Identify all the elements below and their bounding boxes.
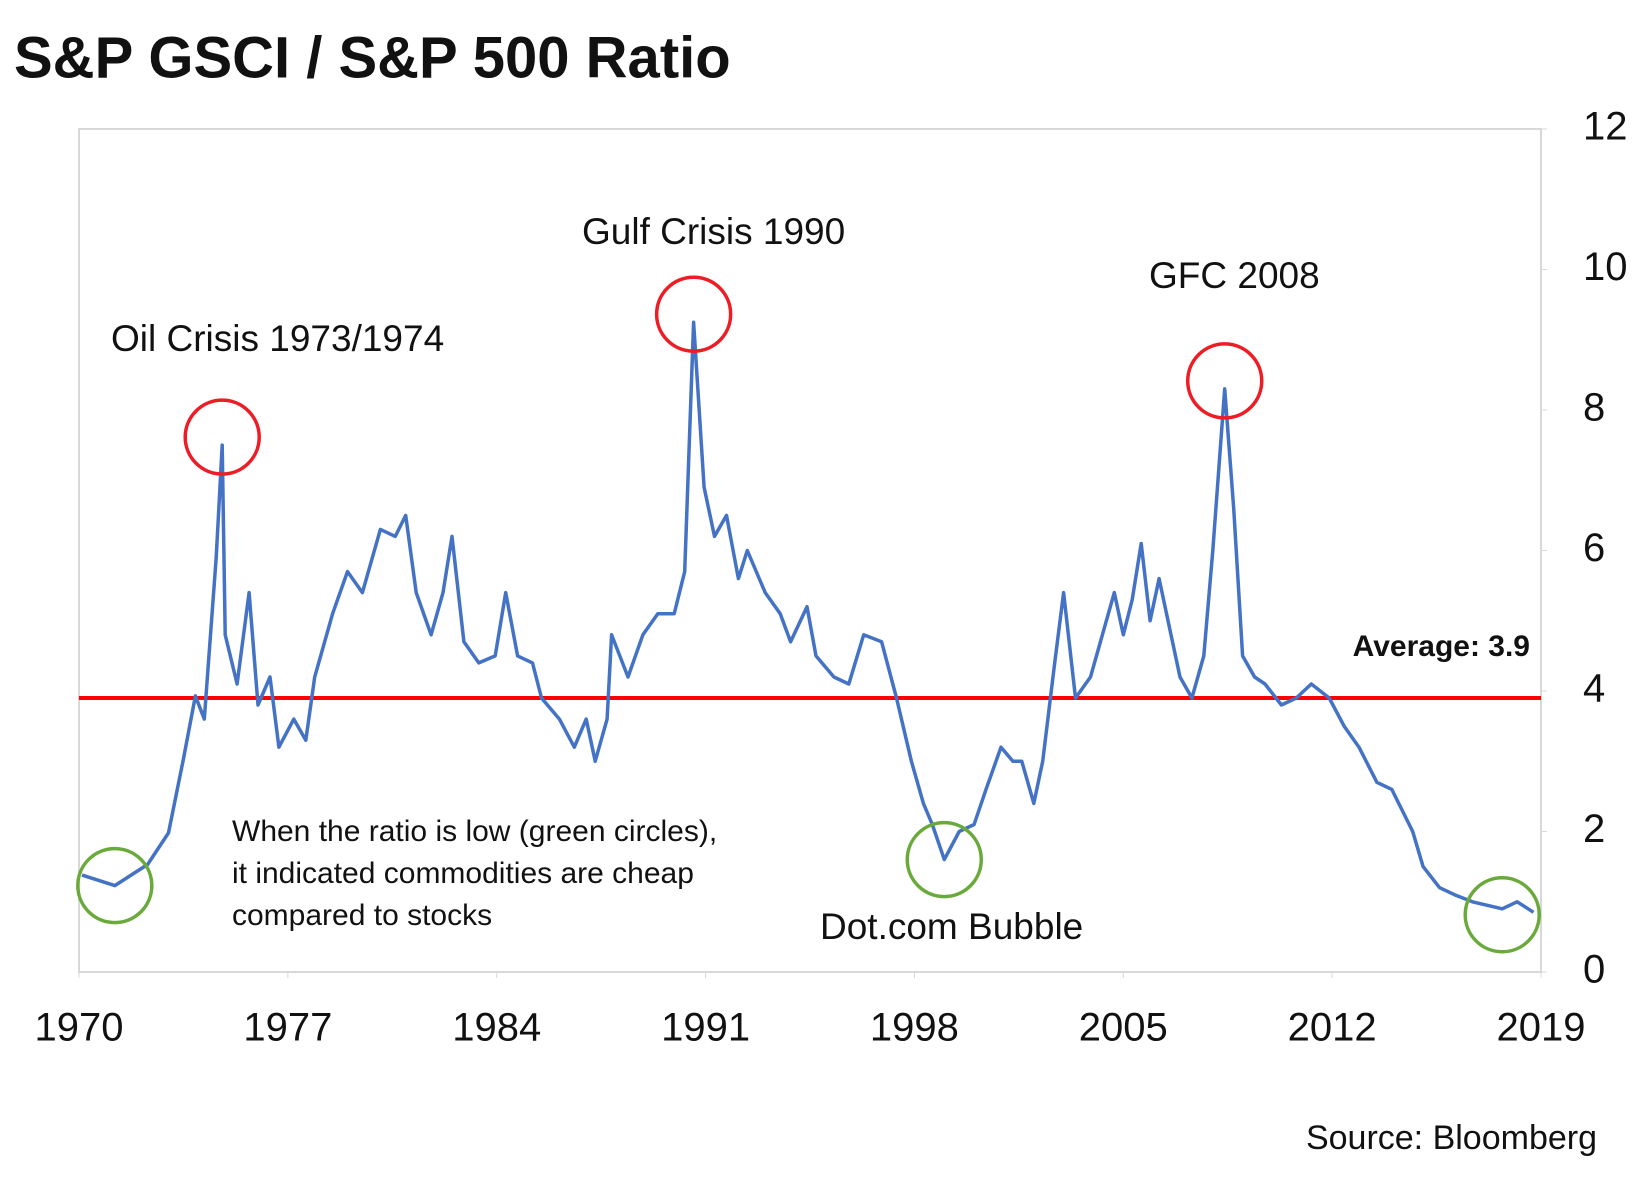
y-tick-label: 12 (1583, 105, 1628, 149)
y-tick-label: 0 (1583, 948, 1605, 992)
annotation: Oil Crisis 1973/1974 (111, 318, 444, 359)
note-line: it indicated commodities are cheap (232, 857, 694, 890)
x-tick-label: 1998 (870, 1006, 959, 1050)
y-tick-label: 2 (1583, 807, 1605, 851)
y-tick-label: 10 (1583, 245, 1628, 289)
x-tick-label: 1977 (243, 1006, 332, 1050)
y-tick-label: 6 (1583, 526, 1605, 570)
highlight-circle (905, 820, 984, 899)
annotation: GFC 2008 (1149, 255, 1320, 296)
x-tick-label: 1984 (452, 1006, 541, 1050)
highlight-circle (76, 846, 154, 925)
annotation: Gulf Crisis 1990 (582, 211, 845, 252)
source: Source: Bloomberg (1306, 1119, 1597, 1157)
data-line (81, 320, 1535, 914)
highlight-circle (1185, 342, 1264, 420)
y-tick-label: 4 (1583, 667, 1605, 711)
note-line: When the ratio is low (green circles), (232, 815, 717, 848)
x-tick-label: 1970 (35, 1006, 124, 1050)
x-tick-label: 2012 (1288, 1006, 1377, 1050)
y-tick-label: 8 (1583, 386, 1605, 430)
x-tick-label: 1991 (661, 1006, 750, 1050)
note-line: compared to stocks (232, 899, 492, 932)
highlight-circle (183, 398, 261, 476)
x-tick-label: 2005 (1079, 1006, 1168, 1050)
chart-title: S&P GSCI / S&P 500 Ratio (14, 25, 731, 90)
highlight-circle (654, 275, 733, 353)
highlight-circle (1463, 876, 1541, 954)
x-tick-label: 2019 (1497, 1006, 1586, 1050)
average-label: Average: 3.9 (1353, 630, 1530, 663)
annotation: Dot.com Bubble (820, 906, 1083, 947)
